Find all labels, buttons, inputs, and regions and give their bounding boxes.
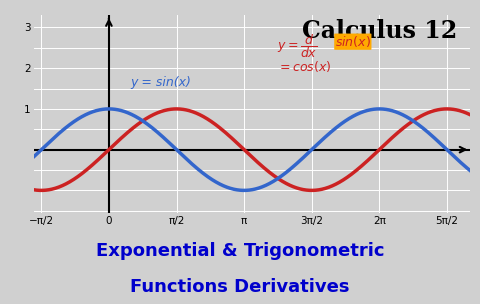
- Text: Calculus 12: Calculus 12: [302, 19, 457, 43]
- Text: Functions Derivatives: Functions Derivatives: [130, 278, 350, 296]
- Text: $sin(x)$: $sin(x)$: [335, 34, 371, 49]
- Text: $y = \dfrac{d}{dx}$: $y = \dfrac{d}{dx}$: [277, 32, 317, 60]
- Text: y = sin(x): y = sin(x): [131, 76, 192, 89]
- Text: $= cos(x)$: $= cos(x)$: [277, 59, 331, 74]
- Text: Exponential & Trigonometric: Exponential & Trigonometric: [96, 242, 384, 260]
